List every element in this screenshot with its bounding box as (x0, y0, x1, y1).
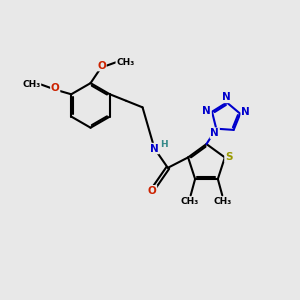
Text: O: O (51, 83, 60, 93)
Text: CH₃: CH₃ (116, 58, 134, 67)
Text: CH₃: CH₃ (22, 80, 40, 89)
Text: O: O (97, 61, 106, 70)
Text: N: N (241, 107, 250, 117)
Text: N: N (222, 92, 231, 102)
Text: N: N (150, 143, 159, 154)
Text: N: N (210, 128, 219, 138)
Text: CH₃: CH₃ (181, 197, 199, 206)
Text: CH₃: CH₃ (214, 197, 232, 206)
Text: N: N (202, 106, 211, 116)
Text: S: S (225, 152, 232, 162)
Text: O: O (148, 186, 157, 196)
Text: H: H (160, 140, 168, 149)
